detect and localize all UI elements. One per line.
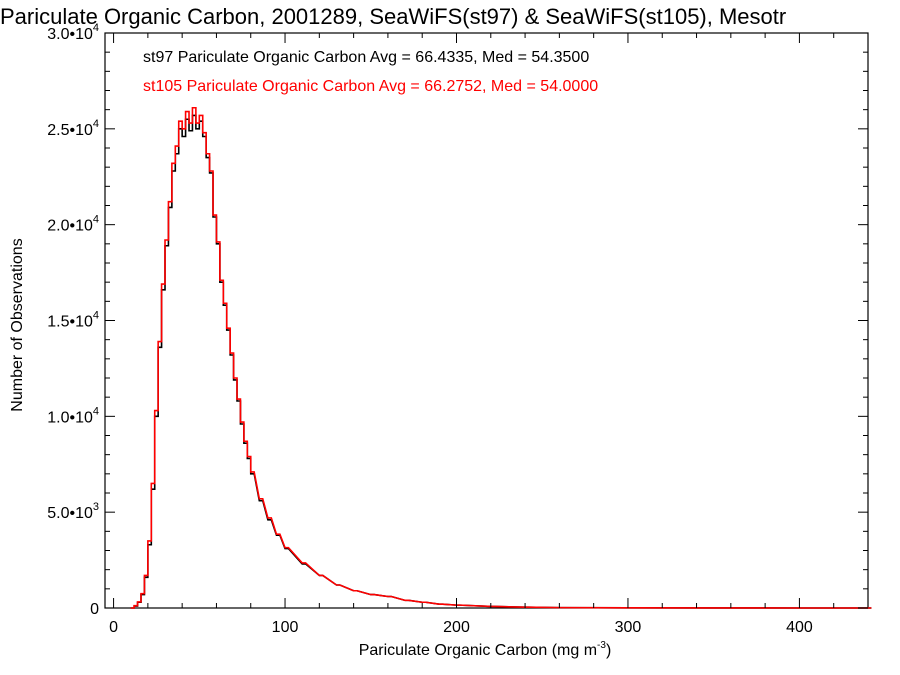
y-tick-label: 0: [90, 601, 99, 618]
x-tick-label: 200: [443, 619, 470, 636]
x-tick-label: 400: [786, 619, 813, 636]
plot-border: [104, 32, 869, 609]
y-tick-label: 1.5•104: [47, 310, 99, 331]
x-tick-label: 0: [109, 619, 118, 636]
y-tick-label: 5.0•103: [47, 501, 99, 522]
x-tick-label: 300: [615, 619, 642, 636]
series-line-st97: [130, 114, 872, 609]
series-line-st105: [130, 106, 872, 609]
legend-entry-st97: st97 Pariculate Organic Carbon Avg = 66.…: [143, 49, 589, 66]
x-axis: 0 100 200 300 400: [109, 33, 835, 636]
y-tick-label: 1.0•104: [47, 405, 99, 426]
series-layer: [130, 106, 872, 609]
y-tick-label: 2.0•104: [47, 214, 99, 235]
plot-frame: [104, 32, 869, 609]
x-tick-label: 100: [272, 619, 299, 636]
y-axis-label: Number of Observations: [9, 238, 26, 411]
legend-entry-st105: st105 Pariculate Organic Carbon Avg = 66…: [143, 78, 598, 95]
x-axis-label: Pariculate Organic Carbon (mg m-3): [359, 640, 612, 659]
y-tick-label: 2.5•104: [47, 118, 99, 139]
y-tick-label: 3.0•104: [47, 22, 99, 43]
chart-title: Pariculate Organic Carbon, 2001289, SeaW…: [0, 4, 786, 29]
y-axis: 0 5.0•103 1.0•104 1.5•104 2.0•104 2.5•104 3.0•…: [47, 22, 868, 618]
